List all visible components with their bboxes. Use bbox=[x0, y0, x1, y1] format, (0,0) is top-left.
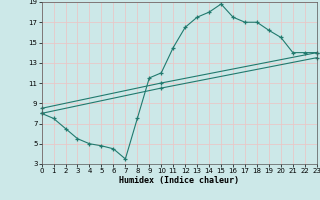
X-axis label: Humidex (Indice chaleur): Humidex (Indice chaleur) bbox=[119, 176, 239, 185]
